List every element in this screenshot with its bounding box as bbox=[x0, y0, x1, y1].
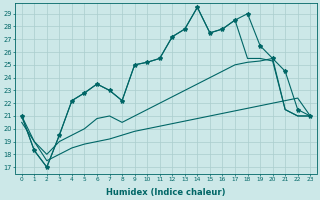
X-axis label: Humidex (Indice chaleur): Humidex (Indice chaleur) bbox=[106, 188, 226, 197]
